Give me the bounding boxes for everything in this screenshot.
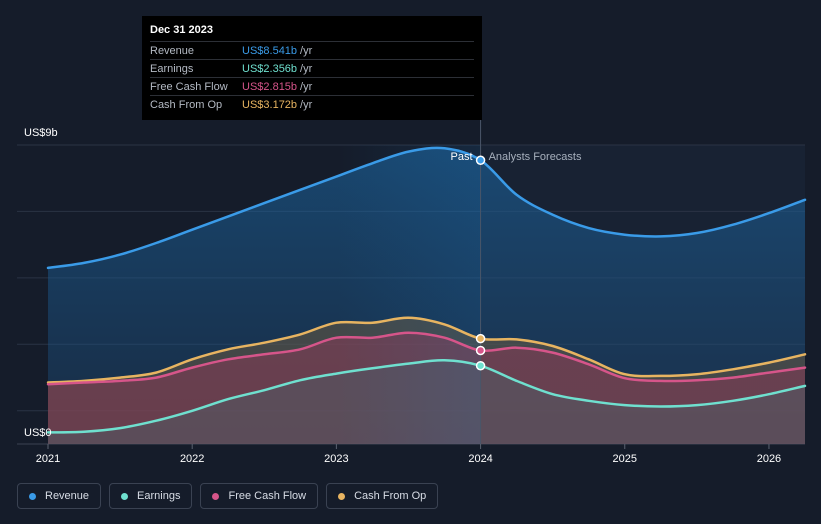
x-tick-label: 2025	[613, 453, 637, 465]
point-cash-from-op	[475, 333, 486, 344]
hover-highlight-band	[336, 145, 481, 444]
legend-dot-icon	[29, 492, 36, 500]
tooltip-value: US$8.541b	[242, 44, 298, 57]
tooltip-label: Revenue	[150, 44, 195, 57]
tooltip-unit: /yr	[300, 62, 313, 75]
legend-dot-icon	[338, 492, 346, 500]
tooltip-row-free-cash-flow: Free Cash Flow US$2.815b /yr	[150, 77, 474, 95]
legend-item-revenue[interactable]: Revenue	[17, 483, 102, 509]
x-tick-label: 2023	[324, 453, 348, 465]
line-free-cash-flow	[46, 331, 807, 386]
tooltip: Dec 31 2023 Revenue US$8.541b /yr Earnin…	[142, 16, 482, 120]
tooltip-points	[475, 155, 486, 371]
tooltip-row-cash-from-op: Cash From Op US$3.172b /yr	[150, 95, 474, 113]
past-label: Past	[451, 151, 473, 163]
tooltip-unit: /yr	[300, 80, 313, 93]
tooltip-unit: /yr	[300, 44, 313, 57]
legend-dot-icon	[212, 492, 220, 500]
tooltip-label: Free Cash Flow	[150, 80, 228, 93]
x-tick-label: 2021	[36, 453, 60, 465]
legend-label: Free Cash Flow	[228, 490, 307, 502]
forecast-label: Analysts Forecasts	[489, 151, 582, 163]
tooltip-row-earnings: Earnings US$2.356b /yr	[150, 59, 474, 77]
x-axis: 2021 2022 2023 2024 2025 2026	[36, 444, 781, 465]
tooltip-label: Earnings	[150, 62, 194, 75]
line-revenue	[46, 146, 807, 270]
y-axis-top-label: US$9b	[24, 127, 58, 139]
x-tick-label: 2026	[757, 453, 781, 465]
legend: Revenue Earnings Free Cash Flow Cash Fro…	[17, 483, 439, 509]
tooltip-value: US$2.356b	[242, 62, 298, 75]
legend-item-earnings[interactable]: Earnings	[109, 483, 193, 509]
legend-label: Earnings	[137, 490, 181, 502]
tooltip-date: Dec 31 2023	[150, 24, 213, 36]
line-cash-from-op	[46, 316, 807, 384]
tooltip-value: US$2.815b	[242, 80, 298, 93]
tooltip-unit: /yr	[300, 98, 313, 111]
tooltip-value: US$3.172b	[242, 98, 298, 111]
legend-label: Cash From Op	[354, 490, 427, 502]
legend-dot-icon	[121, 492, 129, 500]
legend-item-cash-from-op[interactable]: Cash From Op	[326, 483, 439, 509]
x-tick-label: 2024	[468, 453, 492, 465]
series-lines	[46, 146, 807, 434]
tooltip-row-revenue: Revenue US$8.541b /yr	[150, 41, 474, 59]
legend-label: Revenue	[45, 490, 90, 502]
point-free-cash-flow	[475, 345, 486, 356]
x-tick-label: 2022	[180, 453, 204, 465]
line-earnings	[46, 359, 807, 434]
tooltip-label: Cash From Op	[150, 98, 223, 111]
y-axis-bottom-label: US$0	[24, 427, 52, 439]
point-revenue	[475, 155, 486, 165]
legend-item-free-cash-flow[interactable]: Free Cash Flow	[200, 483, 319, 509]
point-earnings	[475, 360, 486, 371]
